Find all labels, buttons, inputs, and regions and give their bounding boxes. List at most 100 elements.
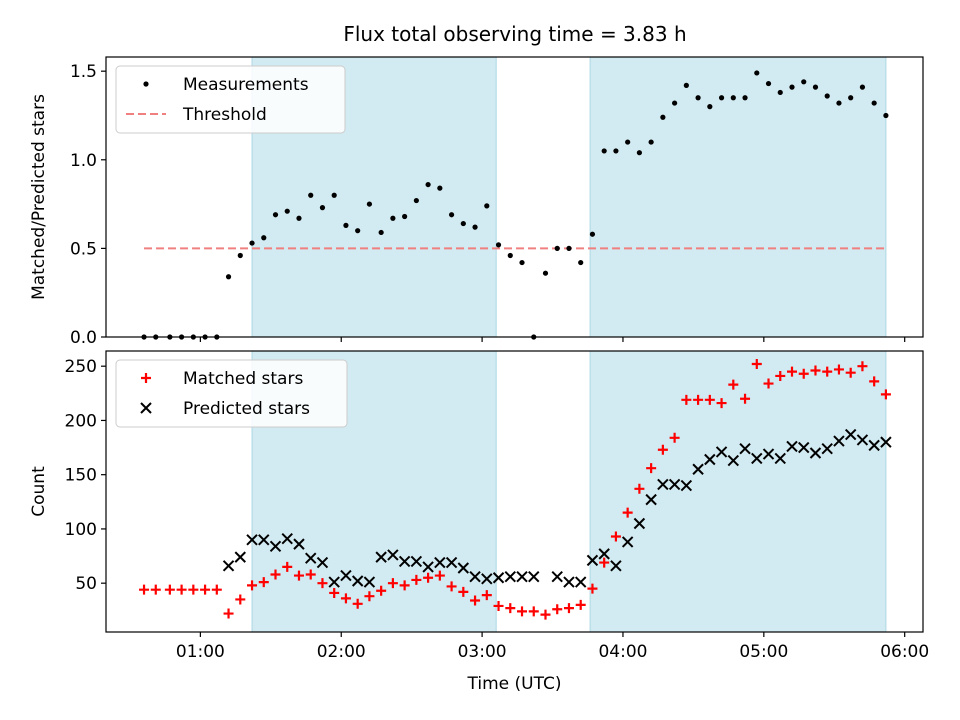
data-point xyxy=(727,454,740,467)
data-point xyxy=(505,603,516,614)
y-tick-label: 0.0 xyxy=(70,328,97,348)
data-point xyxy=(589,231,596,237)
data-point xyxy=(812,84,819,90)
data-point xyxy=(765,80,772,87)
axes-frame xyxy=(105,350,924,633)
data-point xyxy=(425,181,431,188)
data-point xyxy=(331,192,337,198)
data-point xyxy=(340,593,351,604)
data-point xyxy=(728,379,739,390)
data-point xyxy=(284,208,290,214)
data-point xyxy=(833,364,844,375)
data-point xyxy=(598,548,610,560)
data-point xyxy=(281,532,293,545)
data-point xyxy=(704,394,715,405)
data-point xyxy=(366,201,373,207)
data-point xyxy=(563,603,574,614)
data-point xyxy=(495,242,502,248)
legend-marker xyxy=(141,373,151,383)
data-point xyxy=(176,584,187,595)
data-point xyxy=(272,212,279,218)
data-point xyxy=(857,361,868,372)
data-point xyxy=(375,551,387,563)
data-point xyxy=(566,245,572,251)
data-point xyxy=(269,540,282,552)
data-point xyxy=(222,560,235,572)
data-point xyxy=(434,556,446,569)
bottom-panel: 50 100 150 200 250 01:00 02:00 03:00 04:00 05:00 0… xyxy=(29,350,929,694)
data-point xyxy=(528,570,540,583)
data-point xyxy=(821,442,833,455)
data-point xyxy=(730,95,736,101)
data-point xyxy=(340,569,352,582)
data-point xyxy=(188,584,199,595)
data-point xyxy=(484,203,490,209)
data-point xyxy=(810,365,821,376)
y-tick-label: 50 xyxy=(75,574,97,594)
data-point xyxy=(578,259,584,266)
data-point xyxy=(423,572,434,583)
data-point xyxy=(859,84,866,90)
data-point xyxy=(610,560,622,572)
data-point xyxy=(387,578,398,589)
data-point xyxy=(434,570,445,581)
data-point xyxy=(883,112,889,119)
legend-box xyxy=(115,359,348,428)
data-point xyxy=(225,274,232,280)
data-point xyxy=(261,235,267,241)
data-point xyxy=(762,448,775,460)
data-point xyxy=(517,606,528,617)
data-point xyxy=(751,452,763,465)
data-point xyxy=(247,580,258,591)
data-point xyxy=(540,609,551,620)
data-point xyxy=(246,534,258,546)
x-tick-label: 03:00 xyxy=(458,642,507,662)
data-point xyxy=(293,570,304,581)
data-point xyxy=(844,428,857,441)
data-point xyxy=(848,95,854,101)
data-point xyxy=(668,478,681,491)
data-point xyxy=(739,442,751,455)
data-point xyxy=(575,599,586,610)
data-point xyxy=(775,370,786,381)
data-point xyxy=(634,483,645,494)
data-point xyxy=(683,82,689,88)
data-point xyxy=(352,598,363,609)
data-point xyxy=(317,578,328,589)
data-point xyxy=(481,573,493,585)
shaded-interval xyxy=(589,350,887,633)
data-point xyxy=(316,556,329,569)
data-point xyxy=(563,576,575,588)
data-point xyxy=(868,439,880,452)
data-point xyxy=(411,574,422,585)
data-point xyxy=(308,192,314,198)
legend: Matched stars Predicted stars xyxy=(115,359,348,428)
data-point xyxy=(528,606,539,617)
data-point xyxy=(742,95,748,101)
data-point xyxy=(824,93,830,99)
data-point xyxy=(610,531,621,542)
y-tick-label: 150 xyxy=(65,466,97,486)
legend-marker xyxy=(140,402,152,414)
x-tick-label: 04:00 xyxy=(598,642,647,662)
data-point xyxy=(633,517,646,530)
data-point xyxy=(460,220,466,227)
data-point xyxy=(413,197,419,204)
data-point xyxy=(343,222,349,228)
data-point xyxy=(150,584,161,595)
data-point xyxy=(319,205,326,211)
data-point xyxy=(657,444,668,455)
data-point xyxy=(437,185,443,191)
legend-label: Predicted stars xyxy=(183,399,310,419)
data-point xyxy=(763,378,774,389)
data-point xyxy=(880,436,892,448)
data-point xyxy=(329,587,340,598)
data-point xyxy=(836,100,842,106)
data-point xyxy=(378,229,384,236)
data-point xyxy=(751,359,762,370)
data-point xyxy=(387,549,399,561)
data-point xyxy=(786,366,797,377)
y-axis-label: Matched/Predicted stars xyxy=(29,94,49,300)
y-tick-label: 1.5 xyxy=(70,62,97,82)
data-point xyxy=(660,114,666,120)
